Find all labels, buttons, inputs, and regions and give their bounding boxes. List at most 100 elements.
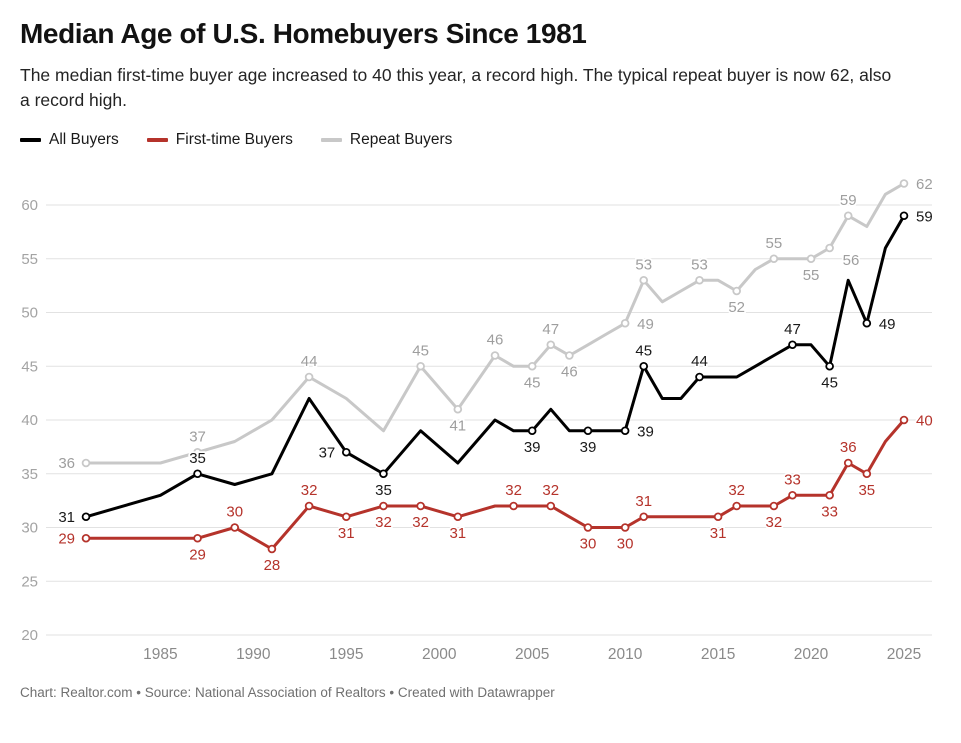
- y-axis-tick-label: 50: [21, 305, 38, 322]
- x-axis-tick-label: 2000: [422, 646, 457, 663]
- data-label: 39: [637, 423, 654, 440]
- data-point-marker: [193, 533, 202, 543]
- series-line-all-buyers: [84, 214, 906, 519]
- data-label: 55: [803, 267, 820, 284]
- data-point-marker: [416, 501, 425, 511]
- series-line-first-time-buyers: [84, 418, 906, 551]
- data-label: 32: [766, 514, 783, 531]
- data-point-marker: [453, 404, 463, 414]
- x-axis-tick-label: 2020: [794, 646, 829, 663]
- data-label: 49: [879, 316, 896, 333]
- line-chart: 20 25 30 35 40 45 50 55 60 1985 1990 1995 2000 2005 20…: [20, 177, 941, 667]
- data-label: 46: [561, 364, 578, 381]
- data-label: 56: [843, 252, 860, 269]
- data-point-marker: [899, 179, 909, 188]
- data-point-marker: [527, 426, 537, 436]
- chart-subtitle: The median first-time buyer age increase…: [20, 65, 892, 110]
- legend-swatch-first-time-buyers: [146, 138, 168, 142]
- data-point-marker: [341, 447, 351, 457]
- y-axis-tick-label: 25: [21, 573, 38, 590]
- data-label: 39: [580, 439, 597, 456]
- data-label: 30: [580, 536, 597, 553]
- data-label: 46: [487, 332, 504, 349]
- x-axis-tick-label: 2025: [887, 646, 921, 663]
- data-point-marker: [341, 512, 351, 522]
- data-label: 35: [858, 482, 875, 499]
- data-label: 62: [916, 177, 933, 193]
- data-label: 53: [691, 256, 708, 273]
- data-label: 55: [766, 235, 783, 252]
- data-point-marker: [193, 447, 202, 457]
- data-label: 33: [821, 503, 838, 520]
- x-axis-tick-label: 1990: [236, 646, 271, 663]
- data-label: 59: [916, 208, 933, 225]
- x-axis-tick-label: 1995: [329, 646, 363, 663]
- data-point-marker: [862, 318, 872, 328]
- data-label: 30: [617, 536, 634, 553]
- data-label: 32: [728, 482, 745, 499]
- data-point-marker: [379, 501, 388, 511]
- x-axis-tick-label: 2015: [701, 646, 735, 663]
- data-point-marker: [788, 340, 797, 350]
- data-point-marker: [732, 501, 741, 511]
- data-point-marker: [825, 490, 834, 500]
- data-label: 39: [524, 439, 541, 456]
- data-point-marker: [620, 426, 630, 436]
- data-label: 52: [728, 299, 745, 316]
- data-point-marker: [639, 512, 649, 522]
- data-label: 41: [449, 417, 466, 434]
- legend: All Buyers First-time Buyers Repeat Buyers: [20, 131, 941, 149]
- x-axis-tick-label: 1985: [143, 646, 177, 663]
- legend-swatch-all-buyers: [20, 138, 41, 142]
- data-label: 45: [821, 374, 838, 391]
- data-label: 28: [264, 557, 281, 574]
- data-point-marker: [788, 490, 797, 500]
- data-point-marker: [546, 340, 556, 350]
- legend-item-all-buyers: All Buyers: [20, 131, 119, 149]
- data-label: 45: [635, 342, 652, 359]
- data-point-marker: [843, 458, 853, 468]
- data-point-marker: [509, 501, 518, 511]
- data-point-marker: [695, 275, 704, 285]
- data-point-marker: [565, 351, 574, 360]
- data-point-marker: [81, 458, 91, 468]
- data-point-marker: [639, 275, 649, 285]
- data-label: 37: [319, 444, 336, 461]
- data-label: 37: [189, 428, 206, 445]
- data-label: 31: [58, 509, 75, 526]
- data-label: 44: [301, 353, 318, 370]
- data-label: 53: [635, 256, 652, 273]
- data-label: 36: [840, 439, 857, 456]
- y-axis-tick-label: 60: [21, 197, 38, 214]
- data-label: 31: [710, 525, 727, 542]
- y-axis-tick-label: 40: [21, 412, 38, 429]
- data-label: 32: [542, 482, 559, 499]
- series-line-repeat-buyers: [84, 182, 906, 465]
- data-label: 45: [524, 374, 541, 391]
- legend-swatch-repeat-buyers: [320, 138, 342, 142]
- data-point-marker: [825, 243, 834, 253]
- data-point-marker: [416, 361, 425, 371]
- data-point-marker: [732, 286, 741, 296]
- data-label: 32: [375, 514, 392, 531]
- data-point-marker: [899, 211, 909, 221]
- data-label: 44: [691, 353, 708, 370]
- data-point-marker: [304, 372, 314, 382]
- legend-item-label: First-time Buyers: [175, 131, 293, 148]
- data-point-marker: [639, 361, 649, 371]
- data-point-marker: [620, 523, 630, 532]
- data-point-marker: [81, 512, 91, 522]
- x-axis-tick-label: 2010: [608, 646, 643, 663]
- data-point-marker: [490, 351, 500, 360]
- data-point-marker: [769, 254, 779, 264]
- data-point-marker: [713, 512, 723, 522]
- data-point-marker: [862, 469, 872, 479]
- y-axis-tick-label: 35: [21, 466, 38, 483]
- data-label: 40: [916, 413, 933, 430]
- data-label: 29: [58, 530, 75, 547]
- data-label: 35: [189, 450, 206, 467]
- chart-footer: Chart: Realtor.com • Source: National As…: [20, 685, 555, 700]
- data-point-marker: [304, 501, 314, 511]
- y-axis-tick-label: 55: [21, 251, 38, 268]
